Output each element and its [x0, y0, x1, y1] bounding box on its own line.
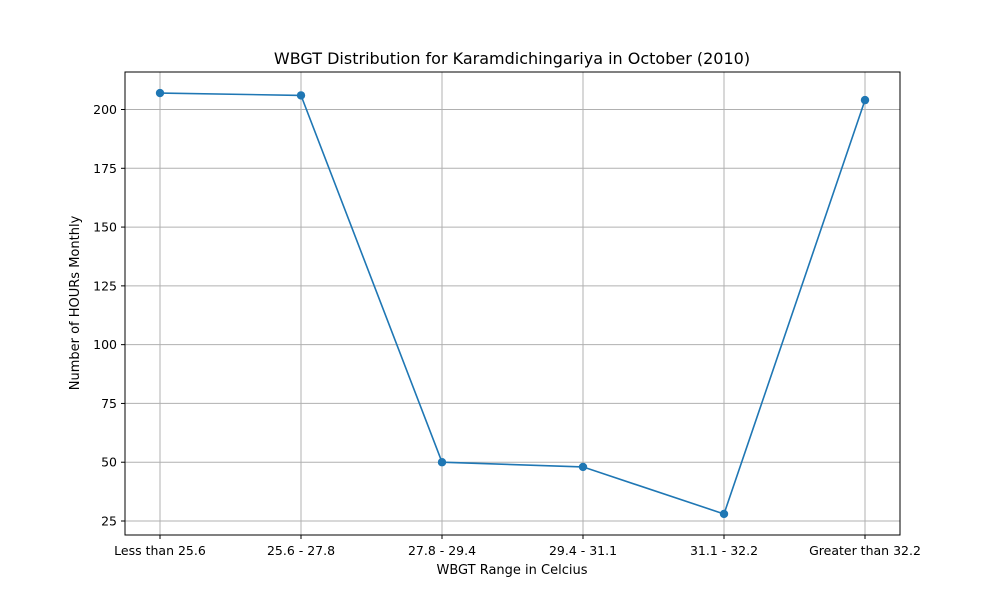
series-polyline: [159, 92, 866, 515]
data-point: [296, 91, 306, 100]
x-axis: Less than 25.6 25.6 - 27.8 27.8 - 29.4 29.4…: [114, 535, 921, 558]
grid-lines: [125, 72, 900, 535]
y-axis-label: Number of HOURs Monthly: [68, 215, 83, 390]
data-point: [860, 95, 870, 105]
x-axis-label: WBGT Range in Celcius: [436, 563, 587, 578]
y-tick-label: 150: [93, 220, 117, 235]
x-tick-label: Greater than 32.2: [809, 543, 921, 558]
series-line: [155, 88, 870, 519]
x-tick-label: Less than 25.6: [114, 543, 206, 558]
data-point: [719, 509, 729, 519]
y-tick-label: 50: [101, 455, 117, 470]
y-tick-label: 125: [93, 278, 117, 293]
x-tick-label: 27.8 - 29.4: [408, 543, 476, 558]
y-tick-label: 200: [93, 102, 117, 117]
y-axis: 25 50 75 100 125 150 175 200: [93, 102, 125, 529]
chart-title: WBGT Distribution for Karamdichingariya …: [274, 49, 750, 68]
y-tick-label: 25: [101, 514, 117, 529]
x-tick-label: 31.1 - 32.2: [690, 543, 758, 558]
y-tick-label: 75: [101, 396, 117, 411]
data-point: [155, 88, 165, 98]
x-tick-label: 29.4 - 31.1: [549, 543, 617, 558]
data-point: [437, 458, 447, 467]
y-tick-label: 100: [93, 337, 117, 352]
data-point: [578, 462, 588, 472]
plot-frame: [124, 71, 901, 536]
x-tick-label: 25.6 - 27.8: [267, 543, 335, 558]
y-tick-label: 175: [93, 161, 117, 176]
